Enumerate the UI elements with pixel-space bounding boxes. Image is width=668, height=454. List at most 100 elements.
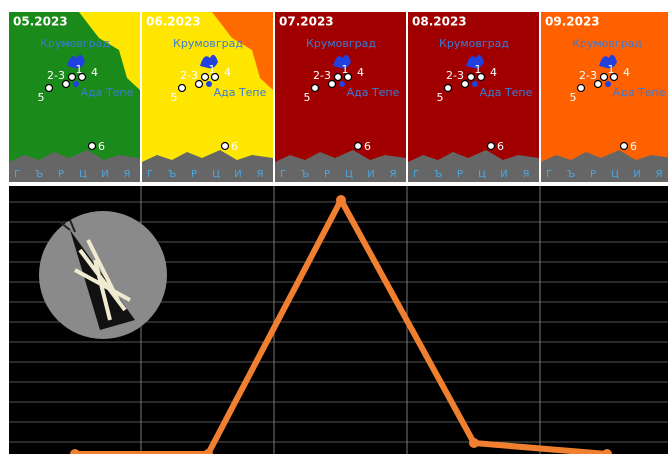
point-label: 2-3 xyxy=(47,69,65,82)
country-letter: Ц xyxy=(79,169,87,180)
country-letter: И xyxy=(500,169,507,180)
town-label: Крумовград xyxy=(40,37,110,50)
site-dot xyxy=(599,72,609,82)
data-point xyxy=(469,438,479,448)
town-label: Крумовград xyxy=(439,37,509,50)
point-label: 4 xyxy=(490,66,497,79)
map-panel: 08.2023 Крумовград 1 2-3 4 5 Ада Тепе 6 Г Ъ Р Ц И Я xyxy=(408,12,539,182)
map-panel: 07.2023 Крумовград 1 2-3 4 5 Ада Тепе 6 Г Ъ Р Ц И Я xyxy=(275,12,406,182)
point-label: 2-3 xyxy=(579,69,597,82)
site-label: Ада Тепе xyxy=(480,86,533,99)
point-label: 5 xyxy=(437,91,444,104)
site-label: Ада Тепе xyxy=(347,86,400,99)
country-letter: Р xyxy=(58,169,64,180)
moth-photo xyxy=(39,211,167,339)
point-label: 4 xyxy=(623,66,630,79)
point-label: 2-3 xyxy=(313,69,331,82)
point-label: 6 xyxy=(364,140,371,153)
map-panel: 05.2023 Крумовград 1 2-3 4 5 Ада Тепе 6 Г Ъ Р Ц И Я xyxy=(9,12,140,182)
site-dot xyxy=(327,79,337,89)
point-label: 2-3 xyxy=(446,69,464,82)
point-label: 6 xyxy=(497,140,504,153)
site-dot xyxy=(77,72,87,82)
site-dot xyxy=(200,72,210,82)
site-dot xyxy=(619,141,629,151)
panel-title: 05.2023 xyxy=(13,15,68,29)
site-dot xyxy=(476,72,486,82)
country-letter: Я xyxy=(523,169,530,180)
border-area xyxy=(9,150,140,182)
panel-title: 08.2023 xyxy=(412,15,467,29)
site-dot xyxy=(44,83,54,93)
country-letter: Р xyxy=(324,169,330,180)
map-region xyxy=(611,12,668,87)
country-letter: Ц xyxy=(212,169,220,180)
country-letter: И xyxy=(633,169,640,180)
data-point xyxy=(203,449,213,454)
country-letter: Я xyxy=(390,169,397,180)
site-dot xyxy=(67,72,77,82)
point-label: 5 xyxy=(304,91,311,104)
site-dot xyxy=(73,81,79,87)
site-dot xyxy=(343,72,353,82)
border-area xyxy=(408,150,539,182)
country-letter: Г xyxy=(147,169,153,180)
site-dot xyxy=(87,141,97,151)
site-dot xyxy=(194,79,204,89)
panel-title: 06.2023 xyxy=(146,15,201,29)
country-letter: И xyxy=(367,169,374,180)
point-label: 6 xyxy=(231,140,238,153)
site-dot xyxy=(443,83,453,93)
country-letter: И xyxy=(234,169,241,180)
site-dot xyxy=(220,141,230,151)
border-area xyxy=(275,150,406,182)
point-label: 4 xyxy=(357,66,364,79)
site-dot xyxy=(576,83,586,93)
site-dot xyxy=(605,81,611,87)
country-letter: Ц xyxy=(478,169,486,180)
border-area xyxy=(541,150,668,182)
point-label: 1 xyxy=(475,63,482,76)
reservoir xyxy=(200,54,218,69)
country-letter: Ц xyxy=(345,169,353,180)
site-label: Ада Тепе xyxy=(214,86,267,99)
country-letter: Я xyxy=(257,169,264,180)
country-letter: Г xyxy=(546,169,552,180)
country-letter: Ъ xyxy=(567,169,575,180)
country-letter: Я xyxy=(124,169,131,180)
site-dot xyxy=(609,72,619,82)
site-dot xyxy=(593,79,603,89)
site-dot xyxy=(353,141,363,151)
reservoir xyxy=(466,54,484,69)
site-dot xyxy=(206,81,212,87)
reservoir xyxy=(67,54,85,69)
point-label: 1 xyxy=(342,63,349,76)
town-label: Крумовград xyxy=(572,37,642,50)
site-label: Ада Тепе xyxy=(613,86,666,99)
point-label: 6 xyxy=(98,140,105,153)
country-letter: Г xyxy=(14,169,20,180)
point-label: 1 xyxy=(608,63,615,76)
site-dot xyxy=(177,83,187,93)
country-letter: Ц xyxy=(611,169,619,180)
site-label: Ада Тепе xyxy=(81,86,134,99)
town-label: Крумовград xyxy=(306,37,376,50)
site-dot xyxy=(466,72,476,82)
map-panel: 09.2023 Крумовград 1 2-3 4 5 Ада Тепе 6 Г Ъ Р Ц И Я xyxy=(541,12,668,182)
site-dot xyxy=(486,141,496,151)
data-point xyxy=(336,195,346,205)
border-area xyxy=(142,150,273,182)
country-letter: Ъ xyxy=(168,169,176,180)
site-dot xyxy=(210,72,220,82)
site-dot xyxy=(339,81,345,87)
country-letter: Р xyxy=(590,169,596,180)
point-label: 4 xyxy=(91,66,98,79)
point-label: 6 xyxy=(630,140,637,153)
country-letter: Г xyxy=(413,169,419,180)
site-dot xyxy=(310,83,320,93)
map-region xyxy=(345,12,406,90)
country-letter: Ъ xyxy=(301,169,309,180)
country-letter: Г xyxy=(280,169,286,180)
country-letter: Р xyxy=(191,169,197,180)
site-dot xyxy=(472,81,478,87)
